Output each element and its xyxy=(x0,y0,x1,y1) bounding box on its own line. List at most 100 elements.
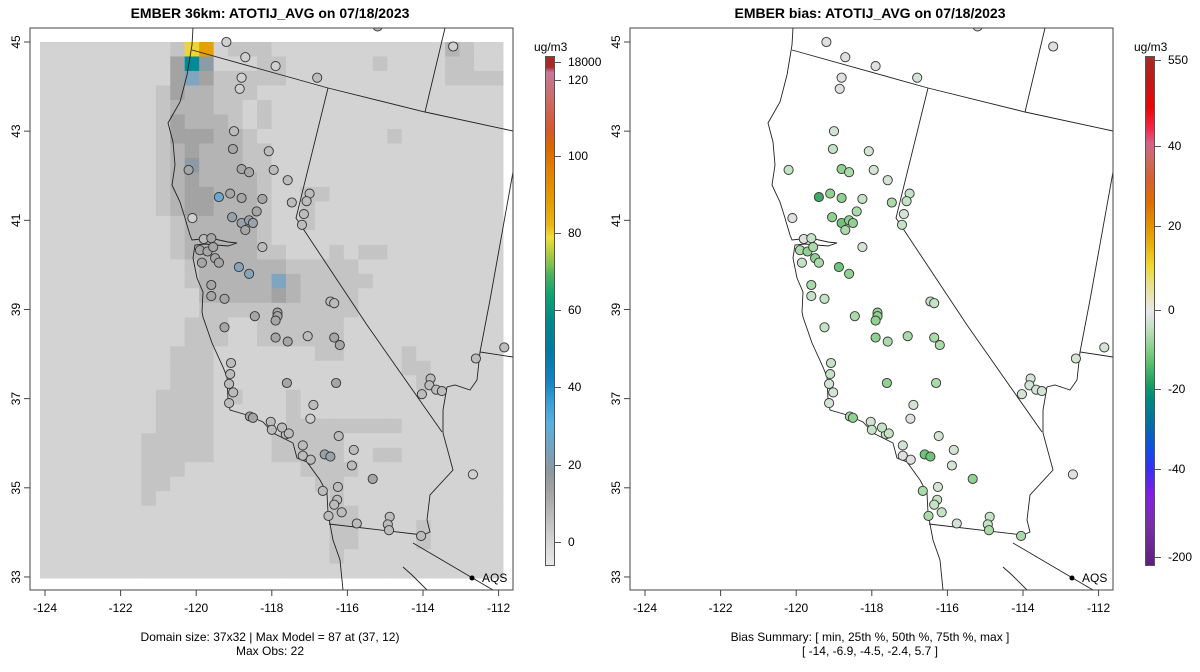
grid-cell xyxy=(285,389,301,405)
grid-cell xyxy=(155,143,171,159)
monitor-site-marker xyxy=(882,175,893,186)
grid-cell xyxy=(300,273,316,289)
monitor-site-marker xyxy=(936,507,947,518)
grid-cell xyxy=(488,273,504,289)
grid-cell xyxy=(170,99,186,115)
grid-cell xyxy=(155,85,171,101)
grid-cell xyxy=(184,99,200,115)
grid-cell xyxy=(54,360,70,376)
cbar-tick xyxy=(555,62,561,63)
grid-cell xyxy=(474,172,489,188)
grid-cell xyxy=(40,389,55,405)
grid-cell xyxy=(199,505,215,521)
grid-cell xyxy=(184,128,200,144)
grid-cell xyxy=(83,201,99,217)
grid-cell xyxy=(271,447,287,463)
grid-cell xyxy=(416,273,432,289)
grid-cell xyxy=(242,143,258,159)
grid-cell xyxy=(358,172,374,188)
y-tick-label: 37 xyxy=(609,392,623,406)
grid-cell xyxy=(372,244,388,260)
monitor-site-marker xyxy=(840,52,851,63)
grid-cell xyxy=(199,85,215,101)
grid-cell xyxy=(228,56,244,72)
grid-cell xyxy=(430,42,446,57)
grid-cell xyxy=(170,491,186,507)
grid-cell xyxy=(358,418,374,434)
grid-cell xyxy=(112,346,128,362)
model-grid xyxy=(40,42,504,579)
grid-cell xyxy=(213,114,229,130)
grid-cell xyxy=(445,143,461,159)
grid-cell xyxy=(40,418,55,434)
grid-cell xyxy=(155,418,171,434)
grid-cell xyxy=(271,375,287,391)
monitor-site-marker xyxy=(305,413,316,424)
grid-cell xyxy=(126,462,142,478)
grid-cell xyxy=(54,375,70,391)
grid-cell xyxy=(488,99,504,115)
grid-cell xyxy=(170,317,186,333)
grid-cell xyxy=(343,563,359,579)
grid-cell xyxy=(474,491,489,507)
grid-cell xyxy=(488,70,504,86)
grid-cell xyxy=(358,447,374,463)
grid-cell xyxy=(83,462,99,478)
grid-cell xyxy=(358,346,374,362)
grid-cell xyxy=(459,389,475,405)
grid-cell xyxy=(387,128,403,144)
grid-cell xyxy=(141,42,157,57)
grid-cell xyxy=(112,259,128,275)
grid-cell xyxy=(416,491,432,507)
grid-cell xyxy=(155,201,171,217)
grid-cell xyxy=(155,288,171,304)
monitor-site-marker xyxy=(1099,342,1110,353)
grid-cell xyxy=(97,157,113,173)
grid-cell xyxy=(155,447,171,463)
grid-cell xyxy=(387,346,403,362)
monitor-site-marker xyxy=(467,469,478,480)
state-border xyxy=(895,87,1043,433)
grid-cell xyxy=(387,259,403,275)
monitor-site-marker xyxy=(876,422,888,433)
grid-cell xyxy=(199,360,215,376)
monitor-site-marker xyxy=(240,52,251,63)
grid-cell xyxy=(228,491,244,507)
monitor-site-marker xyxy=(1048,41,1059,52)
grid-cell xyxy=(257,99,272,115)
grid-cell xyxy=(343,476,359,492)
monitor-site-marker xyxy=(416,530,427,541)
grid-cell xyxy=(184,418,200,434)
grid-cell xyxy=(358,143,374,159)
y-tick-label: 35 xyxy=(9,481,23,495)
grid-cell xyxy=(126,505,142,521)
grid-cell xyxy=(285,128,301,144)
grid-cell xyxy=(126,520,142,536)
grid-cell xyxy=(271,201,287,217)
state-border xyxy=(1012,542,1094,590)
grid-cell xyxy=(97,375,113,391)
grid-cell xyxy=(155,230,171,246)
grid-cell xyxy=(257,447,272,463)
grid-cell xyxy=(54,143,70,159)
grid-cell xyxy=(257,70,272,86)
grid-cell xyxy=(300,143,316,159)
grid-cell xyxy=(199,99,215,115)
monitor-site-marker xyxy=(787,213,798,224)
grid-cell xyxy=(387,389,403,405)
grid-cell xyxy=(343,505,359,521)
grid-cell xyxy=(372,157,388,173)
grid-cell xyxy=(416,302,432,318)
grid-cell xyxy=(141,230,157,246)
grid-cell xyxy=(314,360,330,376)
aqs-legend-marker xyxy=(469,575,475,581)
grid-cell xyxy=(372,288,388,304)
grid-cell xyxy=(40,346,55,362)
grid-cell xyxy=(97,520,113,536)
grid-cell xyxy=(141,215,157,231)
grid-cell xyxy=(83,259,99,275)
grid-cell xyxy=(285,99,301,115)
monitor-site-marker xyxy=(219,293,230,304)
grid-cell xyxy=(285,42,301,57)
grid-cell xyxy=(387,288,403,304)
